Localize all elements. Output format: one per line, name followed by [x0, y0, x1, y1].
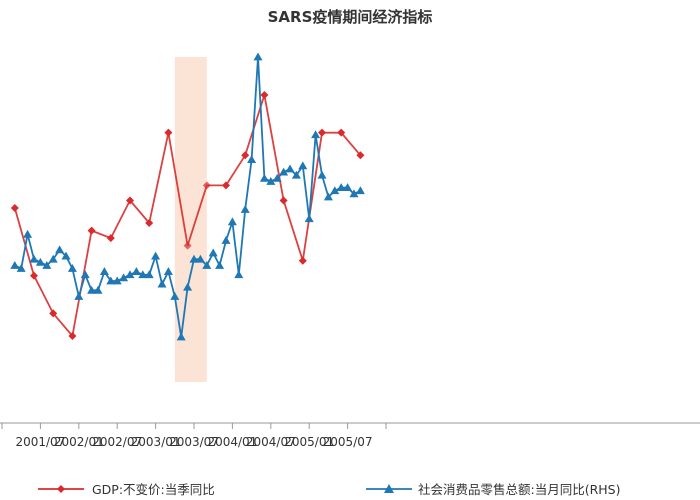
- data-point-retail: [55, 245, 65, 254]
- x-tick-label: 2004/01: [207, 435, 257, 449]
- data-point-retail: [138, 270, 148, 279]
- data-point-retail: [48, 254, 58, 263]
- data-point-retail: [336, 183, 346, 192]
- data-point-retail: [266, 176, 276, 185]
- data-point-retail: [189, 254, 199, 263]
- data-point-gdp: [10, 203, 19, 212]
- x-tick-label: 2003/01: [131, 435, 181, 449]
- data-point-retail: [157, 279, 167, 288]
- data-point-gdp: [337, 128, 346, 137]
- data-point-retail: [80, 270, 90, 279]
- data-point-gdp: [202, 181, 211, 190]
- data-point-retail: [349, 189, 359, 198]
- sars-period-highlight: [174, 57, 207, 382]
- data-point-retail: [183, 282, 193, 291]
- legend-marker-diamond: [57, 485, 65, 493]
- data-point-retail: [23, 229, 33, 238]
- series-gdp: [10, 91, 365, 340]
- data-point-retail: [215, 260, 225, 269]
- data-point-retail: [67, 264, 77, 272]
- data-point-retail: [247, 155, 257, 164]
- data-point-retail: [112, 276, 122, 285]
- legend-item-gdp: GDP:不变价:当季同比: [38, 482, 215, 497]
- data-point-retail: [208, 248, 218, 257]
- data-point-retail: [144, 270, 154, 279]
- data-point-retail: [74, 292, 84, 300]
- data-point-gdp: [145, 219, 154, 228]
- data-point-retail: [221, 236, 231, 244]
- data-point-gdp: [30, 271, 38, 280]
- data-point-retail: [311, 130, 321, 139]
- data-point-retail: [35, 257, 45, 266]
- data-point-retail: [279, 167, 289, 176]
- data-point-gdp: [49, 309, 58, 318]
- data-point-retail: [304, 214, 314, 223]
- data-point-gdp: [279, 196, 288, 205]
- data-point-retail: [93, 285, 103, 294]
- data-point-gdp: [260, 91, 269, 99]
- data-point-retail: [29, 254, 39, 263]
- x-tick-label: 2005/01: [284, 435, 334, 449]
- data-point-retail: [119, 273, 129, 282]
- legend-marker-triangle: [384, 484, 394, 493]
- x-tick-label: 2003/07: [169, 435, 219, 449]
- legend-label-gdp: GDP:不变价:当季同比: [92, 482, 215, 497]
- series-layer: [10, 52, 365, 341]
- data-point-retail: [272, 173, 282, 182]
- data-point-retail: [343, 183, 353, 192]
- data-point-retail: [16, 264, 26, 272]
- data-point-retail: [151, 251, 161, 260]
- data-point-gdp: [183, 241, 192, 250]
- x-tick-label: 2002/01: [54, 435, 104, 449]
- data-point-gdp: [241, 151, 250, 160]
- data-point-retail: [291, 170, 301, 179]
- data-point-retail: [323, 192, 333, 201]
- data-point-retail: [61, 251, 71, 260]
- data-point-retail: [259, 173, 269, 182]
- x-tick-label: 2002/07: [92, 435, 142, 449]
- data-point-gdp: [87, 226, 96, 235]
- data-point-retail: [106, 276, 116, 285]
- legend: GDP:不变价:当季同比 社会消费品零售总额:当月同比(RHS): [38, 482, 621, 497]
- data-point-gdp: [68, 332, 77, 340]
- legend-item-retail: 社会消费品零售总额:当月同比(RHS): [366, 482, 621, 497]
- data-point-retail: [227, 217, 237, 226]
- data-point-retail: [42, 260, 52, 269]
- series-retail: [10, 52, 365, 341]
- data-point-gdp: [298, 256, 307, 265]
- data-point-retail: [253, 52, 263, 61]
- chart-title: SARS疫情期间经济指标: [268, 8, 433, 26]
- data-point-retail: [87, 285, 97, 294]
- data-point-retail: [99, 267, 109, 276]
- x-axis-ticks: 2001/072002/012002/072003/012003/072004/…: [1, 423, 387, 449]
- x-tick-label: 2001/07: [15, 435, 65, 449]
- data-point-retail: [355, 186, 365, 195]
- data-point-retail: [125, 270, 135, 279]
- data-point-gdp: [356, 151, 365, 160]
- data-point-retail: [317, 170, 327, 179]
- data-point-retail: [202, 260, 212, 269]
- data-point-retail: [298, 161, 308, 170]
- data-point-retail: [195, 254, 205, 263]
- data-point-gdp: [126, 196, 134, 205]
- data-point-retail: [131, 267, 141, 276]
- x-tick-label: 2005/07: [323, 435, 373, 449]
- data-point-retail: [176, 332, 186, 341]
- data-point-gdp: [318, 128, 326, 137]
- x-tick-label: 2004/07: [246, 435, 296, 449]
- data-point-retail: [330, 186, 340, 195]
- legend-label-retail: 社会消费品零售总额:当月同比(RHS): [418, 482, 621, 497]
- data-point-gdp: [164, 128, 173, 137]
- data-point-retail: [170, 292, 180, 300]
- data-point-retail: [163, 267, 173, 276]
- data-point-retail: [285, 164, 295, 173]
- data-point-gdp: [106, 234, 115, 243]
- data-point-retail: [240, 204, 250, 213]
- data-point-retail: [234, 270, 244, 279]
- data-point-gdp: [222, 181, 230, 190]
- data-point-retail: [10, 260, 20, 269]
